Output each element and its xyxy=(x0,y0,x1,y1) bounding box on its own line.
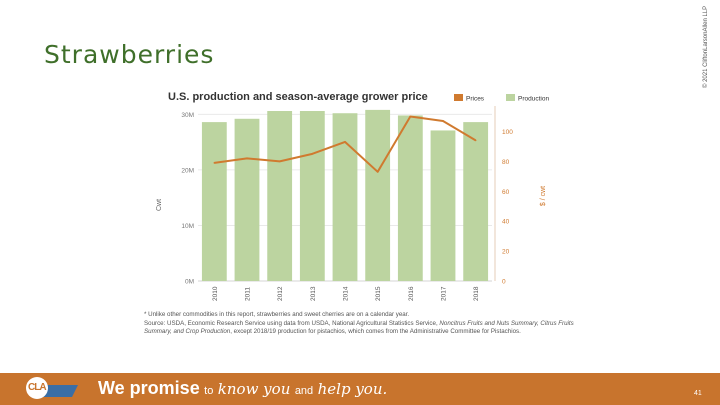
right-tick-label: 60 xyxy=(502,189,510,196)
left-axis-label: Cwt xyxy=(156,199,163,211)
chart: U.S. production and season-average growe… xyxy=(140,84,556,306)
left-tick-label: 20M xyxy=(181,167,194,174)
x-tick-label: 2013 xyxy=(310,286,317,301)
footnote-source: Source: USDA, Economic Research Service … xyxy=(144,320,574,337)
left-tick-label: 0M xyxy=(185,279,194,286)
footnote-line: * Unlike other commodities in this repor… xyxy=(144,311,410,318)
price-point xyxy=(246,157,248,160)
legend-swatch-prices xyxy=(454,94,463,101)
source-suffix: , except 2018/19 production for pistachi… xyxy=(230,328,521,336)
legend-label-prices: Prices xyxy=(466,96,485,103)
price-point xyxy=(311,153,314,155)
left-tick-label: 30M xyxy=(181,112,194,119)
price-point xyxy=(344,141,346,143)
chart-title: U.S. production and season-average growe… xyxy=(168,91,428,103)
tagline-and: and xyxy=(294,385,314,397)
price-point xyxy=(442,120,444,122)
right-tick-label: 80 xyxy=(502,159,510,166)
chart-legend: Prices Production xyxy=(454,94,549,103)
production-bar xyxy=(299,111,325,281)
source-italic: Noncitrus Fruits and Nuts Summary, Citru… xyxy=(144,319,574,336)
page-number: 41 xyxy=(694,390,702,397)
tagline-know-you: know you xyxy=(217,380,291,398)
legend-swatch-production xyxy=(506,94,515,101)
production-bar xyxy=(430,130,456,281)
x-tick-label: 2017 xyxy=(441,286,448,301)
cla-logo: CLA xyxy=(20,377,78,402)
x-tick-label: 2011 xyxy=(245,287,252,301)
price-point xyxy=(278,160,281,163)
production-bar xyxy=(463,122,489,281)
chart-svg: U.S. production and season-average growe… xyxy=(156,91,549,301)
x-tick-label: 2014 xyxy=(343,286,350,301)
x-tick-label: 2010 xyxy=(212,286,219,301)
tagline-promise: We promise xyxy=(98,378,200,398)
production-bar xyxy=(397,115,423,281)
production-bar xyxy=(332,113,358,281)
price-point xyxy=(474,139,477,142)
right-tick-label: 40 xyxy=(502,219,510,226)
right-tick-label: 20 xyxy=(502,249,510,256)
logo-circle xyxy=(26,377,48,399)
slide-title: Strawberries xyxy=(44,40,215,69)
logo-text: CLA xyxy=(28,382,47,393)
source-prefix: Source: USDA, Economic Research Service … xyxy=(144,319,440,327)
right-axis-label: $ / cwt xyxy=(540,186,547,206)
logo-stripe xyxy=(38,385,78,397)
production-bar xyxy=(234,118,260,282)
footer-tagline: We promise to know you and help you. xyxy=(98,378,387,399)
price-point xyxy=(376,171,379,173)
tagline-to: to xyxy=(204,385,214,397)
price-point xyxy=(213,162,216,164)
production-bar xyxy=(201,122,227,281)
x-tick-label: 2018 xyxy=(473,286,480,301)
production-bar xyxy=(365,109,391,281)
x-tick-label: 2016 xyxy=(408,286,415,301)
copyright-notice: © 2021 CliftonLarsonAllen LLP xyxy=(696,4,716,90)
x-tick-label: 2015 xyxy=(375,286,382,301)
left-tick-label: 10M xyxy=(181,223,194,230)
production-bar xyxy=(267,111,293,281)
right-tick-label: 100 xyxy=(502,129,513,136)
chart-footnote: * Unlike other commodities in this repor… xyxy=(144,311,574,337)
legend-label-production: Production xyxy=(518,96,549,103)
price-point xyxy=(409,115,412,118)
right-tick-label: 0 xyxy=(502,279,506,286)
tagline-help-you: help you. xyxy=(317,380,388,398)
x-tick-label: 2012 xyxy=(277,286,284,301)
copyright-text: © 2021 CliftonLarsonAllen LLP xyxy=(702,6,709,88)
footer-bar xyxy=(0,373,720,405)
